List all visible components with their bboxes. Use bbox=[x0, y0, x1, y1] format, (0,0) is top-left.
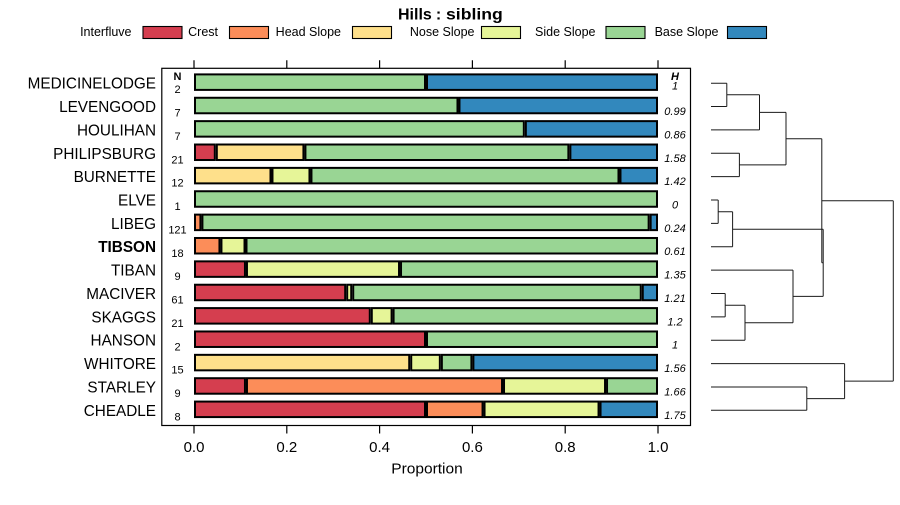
svg-text:Base Slope: Base Slope bbox=[655, 25, 719, 39]
svg-text:2: 2 bbox=[174, 341, 180, 353]
svg-text:121: 121 bbox=[168, 225, 186, 237]
svg-text:MACIVER: MACIVER bbox=[86, 286, 156, 303]
svg-text:Crest: Crest bbox=[188, 25, 218, 39]
svg-text:H: H bbox=[671, 71, 680, 83]
svg-text:0.8: 0.8 bbox=[555, 439, 576, 456]
svg-text:12: 12 bbox=[171, 178, 183, 190]
svg-text:Interfluve: Interfluve bbox=[80, 25, 131, 39]
svg-text:1.66: 1.66 bbox=[664, 387, 686, 399]
svg-text:9: 9 bbox=[174, 271, 180, 283]
svg-text:61: 61 bbox=[171, 295, 183, 307]
svg-text:PHILIPSBURG: PHILIPSBURG bbox=[53, 146, 156, 163]
svg-text:0.0: 0.0 bbox=[184, 439, 205, 456]
svg-text:Nose Slope: Nose Slope bbox=[410, 25, 475, 39]
svg-text:CHEADLE: CHEADLE bbox=[84, 403, 156, 420]
svg-text:21: 21 bbox=[171, 318, 183, 330]
svg-text:1.58: 1.58 bbox=[664, 153, 686, 165]
svg-text:0.4: 0.4 bbox=[369, 439, 390, 456]
svg-text:SKAGGS: SKAGGS bbox=[91, 309, 156, 326]
svg-text:HOULIHAN: HOULIHAN bbox=[77, 122, 156, 139]
svg-text:1.2: 1.2 bbox=[667, 316, 682, 328]
svg-text:0.86: 0.86 bbox=[664, 129, 686, 141]
svg-text:Proportion: Proportion bbox=[391, 461, 463, 478]
svg-text:MEDICINELODGE: MEDICINELODGE bbox=[28, 76, 156, 93]
svg-text:STARLEY: STARLEY bbox=[87, 380, 156, 397]
svg-text:1.75: 1.75 bbox=[664, 410, 686, 422]
svg-text:1: 1 bbox=[672, 80, 678, 92]
svg-text:TIBSON: TIBSON bbox=[98, 239, 156, 256]
svg-text:0.99: 0.99 bbox=[664, 106, 685, 118]
svg-text:0: 0 bbox=[672, 200, 679, 212]
svg-text:ELVE: ELVE bbox=[118, 193, 156, 210]
svg-text:1: 1 bbox=[672, 340, 678, 352]
svg-text:0.24: 0.24 bbox=[664, 223, 685, 235]
svg-text:18: 18 bbox=[171, 248, 183, 260]
svg-text:0.2: 0.2 bbox=[276, 439, 297, 456]
svg-text:BURNETTE: BURNETTE bbox=[74, 169, 156, 186]
svg-text:LIBEG: LIBEG bbox=[111, 216, 156, 233]
svg-text:7: 7 bbox=[174, 108, 180, 120]
svg-text:9: 9 bbox=[174, 388, 180, 400]
svg-text:sibling: sibling bbox=[446, 7, 503, 24]
svg-text:Head Slope: Head Slope bbox=[276, 25, 341, 39]
svg-text:Side Slope: Side Slope bbox=[535, 25, 596, 39]
svg-text:1.42: 1.42 bbox=[664, 176, 685, 188]
svg-text:1.35: 1.35 bbox=[664, 270, 686, 282]
svg-text:1.21: 1.21 bbox=[664, 293, 685, 305]
svg-text:0.6: 0.6 bbox=[462, 439, 483, 456]
svg-text:WHITORE: WHITORE bbox=[84, 356, 156, 373]
svg-text:HANSON: HANSON bbox=[91, 333, 156, 350]
svg-text:7: 7 bbox=[174, 131, 180, 143]
svg-text:1.56: 1.56 bbox=[664, 363, 686, 375]
svg-text:1: 1 bbox=[174, 201, 180, 213]
svg-text:2: 2 bbox=[174, 84, 180, 96]
svg-text:1.0: 1.0 bbox=[648, 439, 669, 456]
svg-text::: : bbox=[436, 7, 441, 24]
svg-text:15: 15 bbox=[171, 365, 183, 377]
svg-text:LEVENGOOD: LEVENGOOD bbox=[59, 99, 156, 116]
svg-text:21: 21 bbox=[171, 154, 183, 166]
svg-text:0.61: 0.61 bbox=[664, 246, 685, 258]
svg-text:8: 8 bbox=[174, 411, 180, 423]
svg-text:N: N bbox=[174, 71, 182, 83]
svg-text:TIBAN: TIBAN bbox=[111, 263, 156, 280]
svg-text:Hills: Hills bbox=[398, 7, 432, 24]
